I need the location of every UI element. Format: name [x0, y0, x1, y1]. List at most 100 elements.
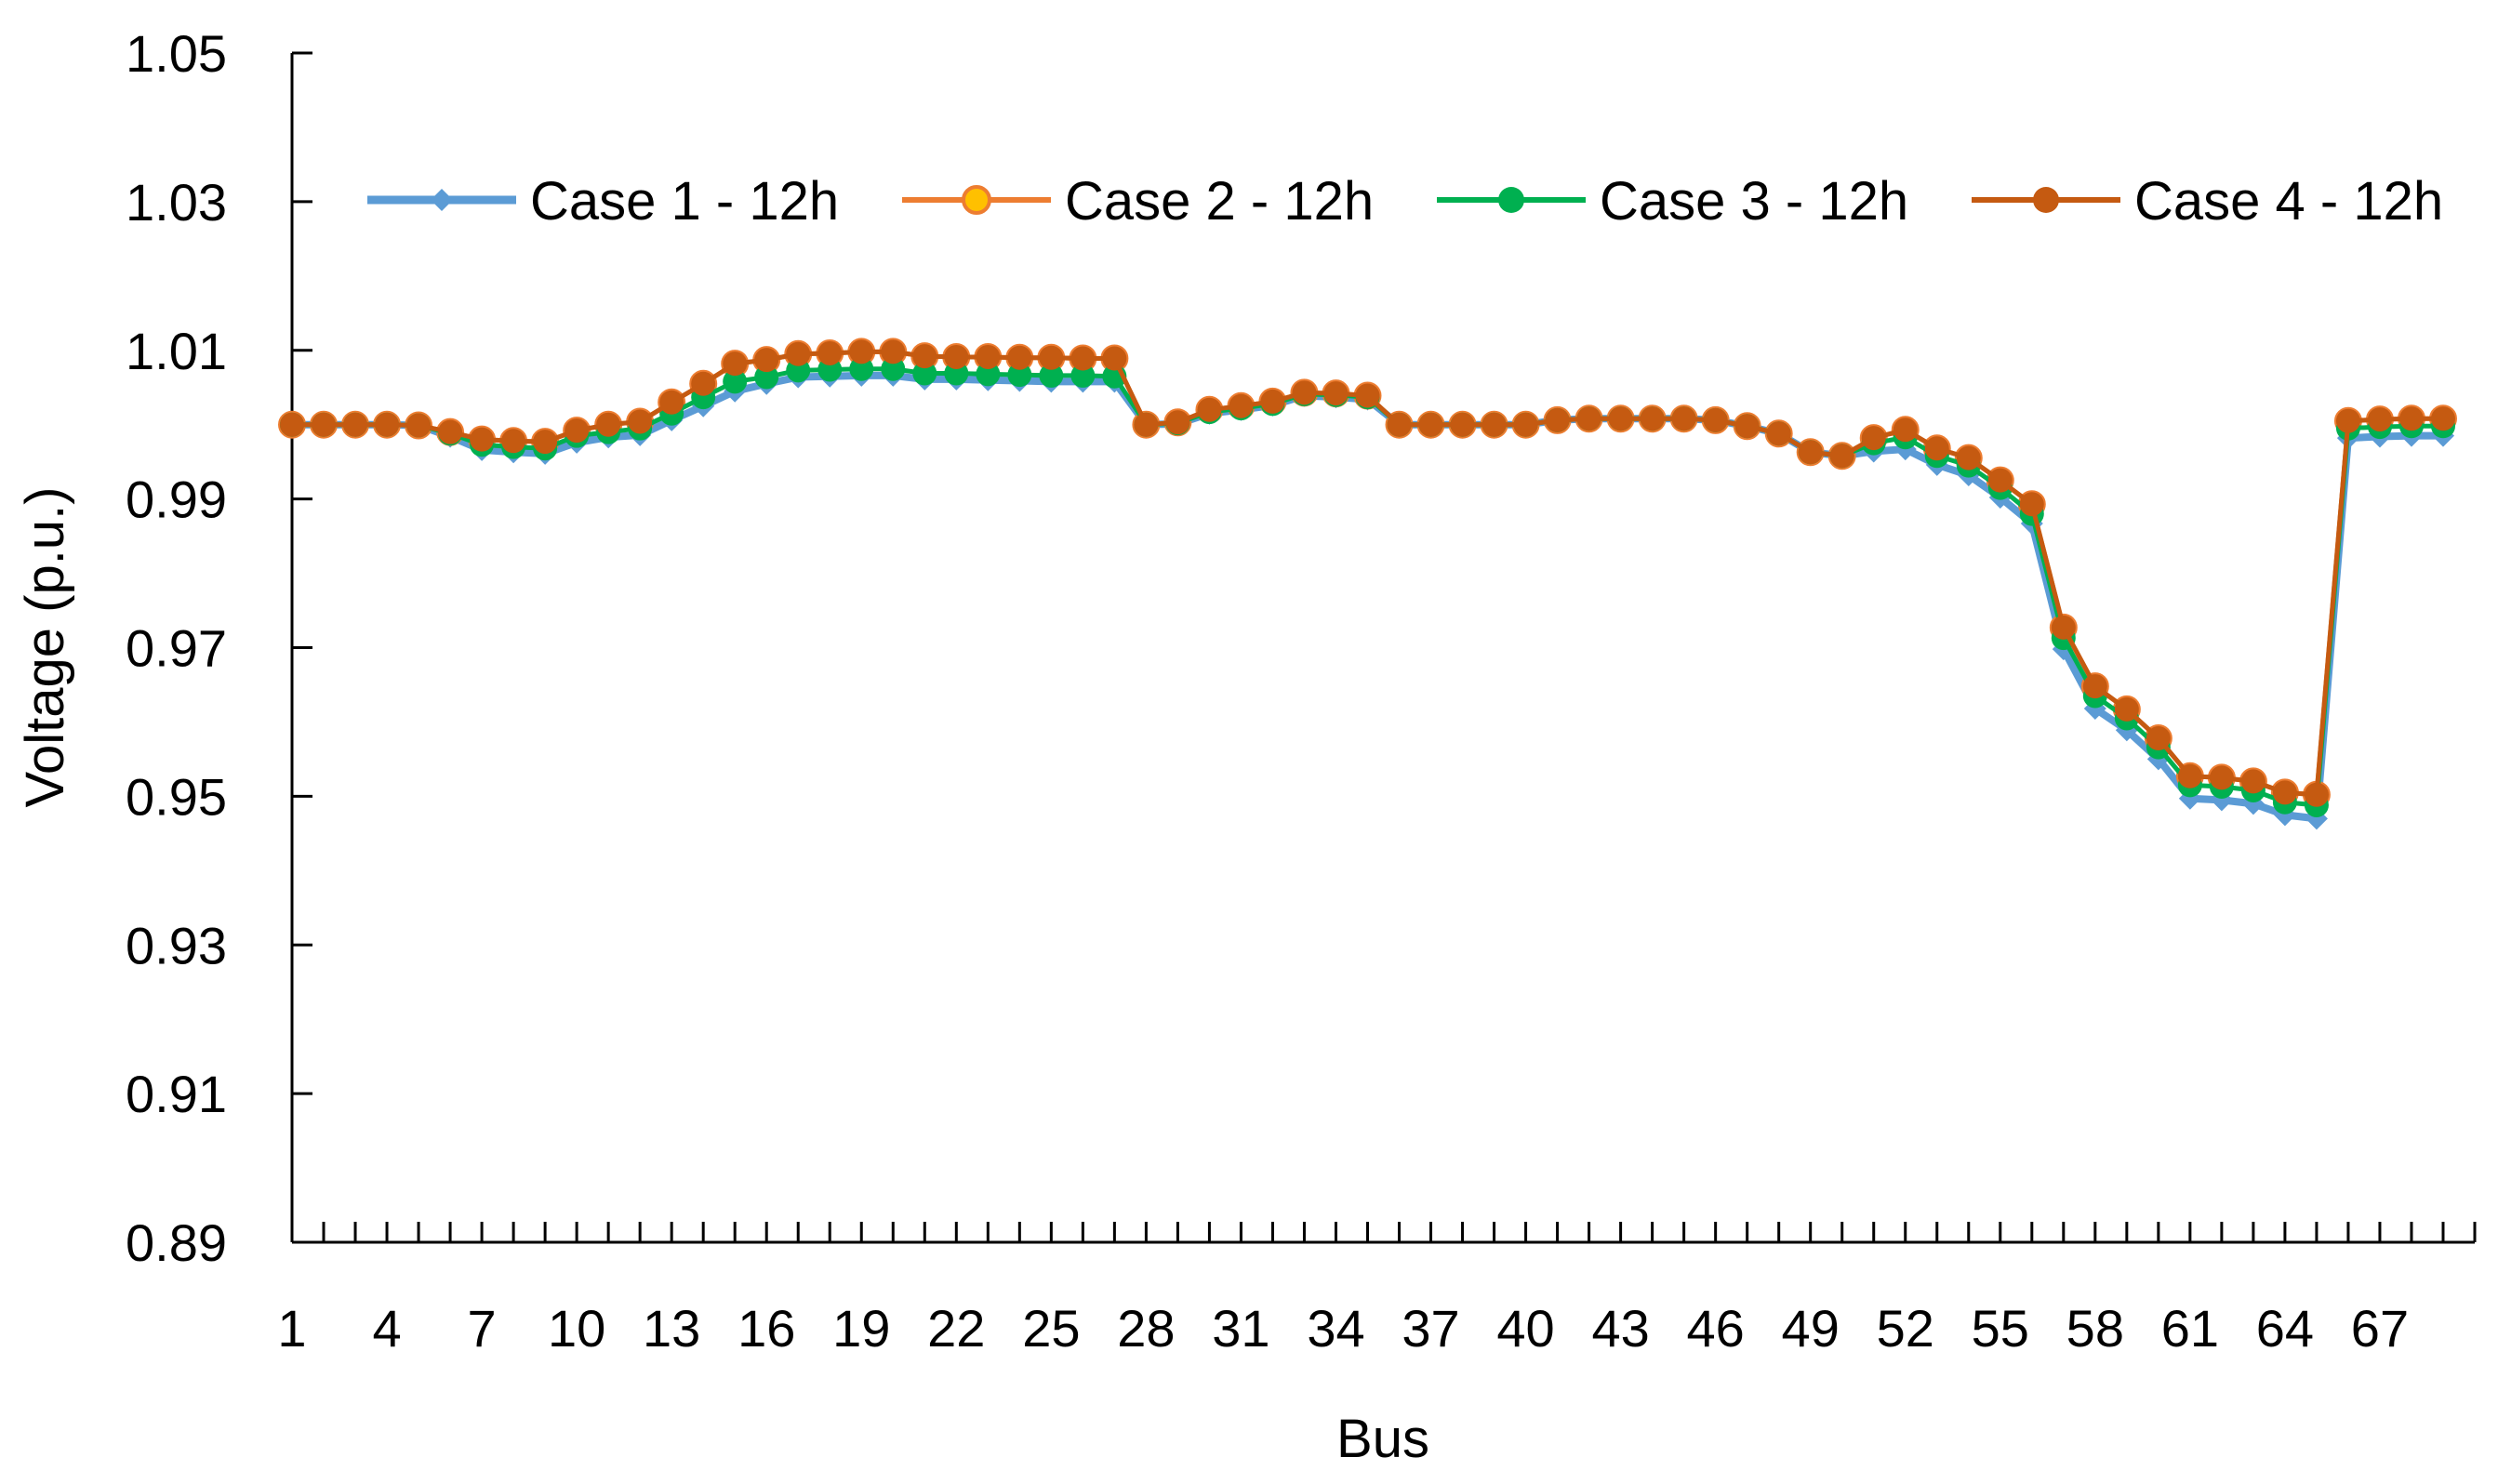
legend-marker	[962, 185, 991, 215]
x-tick-label: 46	[1687, 1299, 1745, 1358]
data-point	[1893, 417, 1918, 443]
data-point	[1734, 414, 1760, 439]
x-tick-label: 64	[2256, 1299, 2314, 1358]
data-point	[1007, 363, 1032, 388]
data-point	[723, 369, 748, 394]
x-tick-label: 1	[277, 1299, 306, 1358]
y-tick-label: 0.93	[126, 916, 227, 974]
x-tick-label: 10	[548, 1299, 605, 1358]
data-point	[849, 356, 874, 381]
x-tick-label: 19	[832, 1299, 890, 1358]
data-point	[849, 339, 874, 364]
y-tick-label: 0.95	[126, 767, 227, 826]
data-point	[754, 348, 779, 373]
legend-label: Case 2 - 12h	[1065, 171, 1374, 232]
data-point	[976, 344, 1001, 369]
data-point	[470, 427, 495, 452]
data-point	[2177, 763, 2202, 788]
data-point	[2335, 408, 2360, 433]
data-point	[1197, 397, 1222, 422]
data-point	[2398, 406, 2424, 431]
data-point	[659, 390, 684, 415]
data-point	[533, 430, 558, 455]
x-tick-label: 52	[1877, 1299, 1934, 1358]
data-point	[1798, 440, 1823, 465]
legend-item-1: Case 1 - 12h	[367, 171, 839, 232]
data-point	[1924, 436, 1949, 461]
data-point	[1070, 346, 1096, 371]
data-point	[1956, 445, 1981, 470]
y-tick-label: 0.89	[126, 1213, 227, 1272]
data-point	[1260, 389, 1285, 414]
data-point	[2367, 407, 2392, 432]
data-point	[2051, 615, 2076, 640]
series-group	[278, 338, 2457, 830]
data-point	[1070, 363, 1096, 388]
data-point	[817, 340, 843, 365]
y-axis-ticks: 1.05 1.03 1.01 0.99 0.97 0.95 0.93 0.91 0.89	[126, 24, 312, 1272]
y-tick-label: 1.05	[126, 24, 227, 83]
data-point	[565, 418, 590, 444]
legend-label: Case 4 - 12h	[2134, 171, 2443, 232]
x-tick-label: 4	[372, 1299, 401, 1358]
data-point	[1640, 406, 1665, 431]
x-tick-label: 37	[1402, 1299, 1459, 1358]
data-point	[1829, 444, 1854, 469]
data-point	[438, 419, 463, 444]
legend-label: Case 3 - 12h	[1600, 171, 1908, 232]
data-point	[1102, 346, 1127, 371]
y-tick-label: 0.99	[126, 470, 227, 529]
legend-item-3: Case 3 - 12h	[1437, 171, 1908, 232]
x-tick-label: 28	[1117, 1299, 1175, 1358]
data-point	[406, 413, 432, 438]
data-point	[343, 412, 368, 437]
data-point	[2019, 492, 2044, 517]
data-point	[881, 356, 906, 381]
data-point	[1165, 410, 1190, 435]
data-point	[2304, 782, 2329, 807]
data-point	[1861, 426, 1886, 451]
data-point	[596, 412, 621, 437]
data-point	[2272, 780, 2297, 805]
data-point	[1039, 363, 1064, 388]
data-point	[1482, 412, 1507, 437]
data-point	[881, 339, 906, 364]
series-4	[280, 339, 2455, 807]
data-point	[944, 344, 969, 369]
x-tick-label: 49	[1782, 1299, 1840, 1358]
data-point	[2430, 406, 2455, 431]
y-axis-label: Voltage (p.u.)	[15, 487, 75, 808]
x-axis-label: Bus	[1336, 1409, 1429, 1469]
data-point	[1608, 406, 1633, 431]
legend-marker	[1498, 187, 1524, 213]
y-tick-label: 1.03	[126, 173, 227, 232]
data-point	[1513, 412, 1538, 437]
data-point	[1007, 345, 1032, 370]
data-point	[723, 351, 748, 377]
data-point	[1039, 345, 1064, 370]
legend-item-2: Case 2 - 12h	[902, 171, 1374, 232]
data-point	[691, 371, 716, 396]
data-point	[1418, 412, 1443, 437]
axes	[290, 53, 2475, 1244]
data-point	[1703, 407, 1728, 432]
data-point	[2240, 769, 2265, 794]
data-point	[1545, 407, 1570, 432]
data-point	[1671, 406, 1696, 431]
x-tick-label: 13	[643, 1299, 700, 1358]
legend-label: Case 1 - 12h	[530, 171, 839, 232]
data-point	[1229, 393, 1254, 418]
x-tick-label: 43	[1591, 1299, 1649, 1358]
x-tick-label: 34	[1307, 1299, 1364, 1358]
data-point	[1987, 468, 2013, 493]
x-tick-label: 40	[1496, 1299, 1554, 1358]
data-point	[912, 361, 937, 386]
y-tick-label: 0.91	[126, 1065, 227, 1123]
x-tick-label: 67	[2351, 1299, 2409, 1358]
data-point	[375, 412, 400, 437]
data-point	[2209, 765, 2234, 790]
x-tick-label: 7	[468, 1299, 497, 1358]
legend-marker	[2033, 187, 2059, 213]
